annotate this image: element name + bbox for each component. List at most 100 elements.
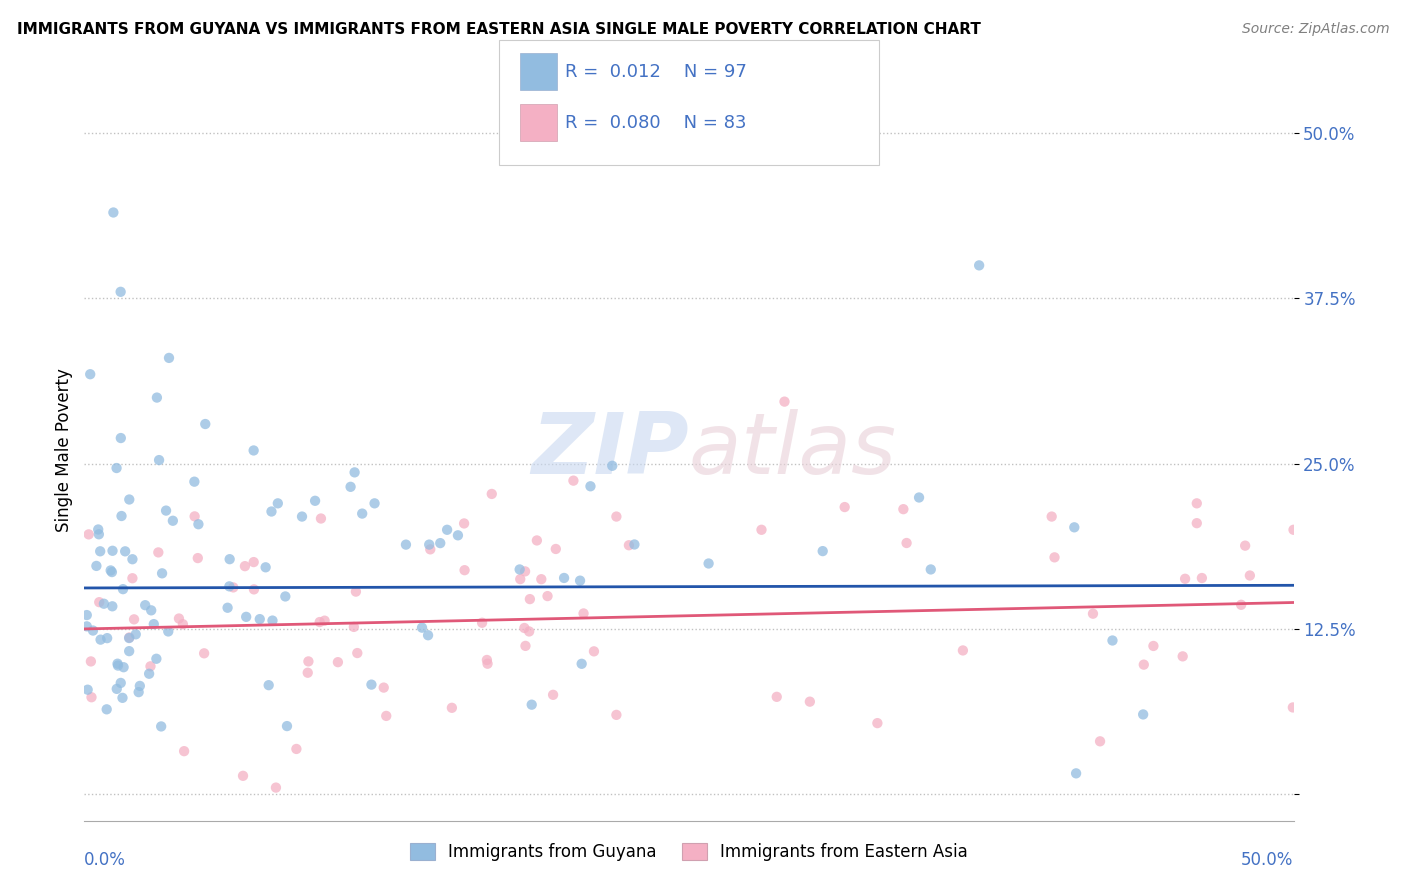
Point xyxy=(249,612,271,626)
Point xyxy=(326,655,349,669)
Point xyxy=(194,417,217,431)
Point xyxy=(79,368,101,382)
Point xyxy=(96,631,118,645)
Point xyxy=(122,612,145,626)
Point xyxy=(866,716,889,731)
Point xyxy=(419,542,441,557)
Point xyxy=(110,676,132,690)
Point xyxy=(110,431,132,445)
Point xyxy=(110,508,132,523)
Point xyxy=(967,259,990,273)
Point xyxy=(128,685,150,699)
Point xyxy=(118,644,141,658)
Text: R =  0.080    N = 83: R = 0.080 N = 83 xyxy=(565,114,747,132)
Point xyxy=(447,528,470,542)
Point xyxy=(125,627,148,641)
Point xyxy=(142,617,165,632)
Point xyxy=(138,666,160,681)
Point xyxy=(183,509,205,524)
Point xyxy=(1142,639,1164,653)
Point xyxy=(363,496,385,510)
Point xyxy=(118,492,141,507)
Point xyxy=(544,541,567,556)
Point xyxy=(309,511,332,525)
Point xyxy=(276,719,298,733)
Point xyxy=(96,702,118,716)
Point xyxy=(600,458,623,473)
Point xyxy=(572,607,595,621)
Point xyxy=(285,742,308,756)
Point xyxy=(148,453,170,467)
Point xyxy=(536,589,558,603)
Point xyxy=(157,624,180,639)
Point xyxy=(146,391,169,405)
Point xyxy=(100,564,122,578)
Point xyxy=(513,565,536,579)
Point xyxy=(134,598,156,612)
Point xyxy=(87,527,110,541)
Point xyxy=(112,660,135,674)
Point xyxy=(110,285,132,299)
Point xyxy=(920,562,942,576)
Point xyxy=(235,610,257,624)
Point xyxy=(173,744,195,758)
Point xyxy=(262,614,284,628)
Point xyxy=(530,572,553,586)
Point xyxy=(233,559,256,574)
Point xyxy=(242,555,264,569)
Point xyxy=(297,654,319,668)
Point xyxy=(86,558,108,573)
Point xyxy=(344,584,367,599)
Point xyxy=(339,480,361,494)
Point xyxy=(121,552,143,566)
Point xyxy=(553,571,575,585)
Point xyxy=(418,538,440,552)
Point xyxy=(76,682,98,697)
Point xyxy=(101,543,124,558)
Text: atlas: atlas xyxy=(689,409,897,492)
Point xyxy=(128,679,150,693)
Point xyxy=(82,624,104,638)
Point xyxy=(121,571,143,585)
Point xyxy=(105,461,128,475)
Point xyxy=(751,523,773,537)
Point xyxy=(105,681,128,696)
Point xyxy=(89,544,111,558)
Point xyxy=(1174,572,1197,586)
Point xyxy=(617,538,640,552)
Point xyxy=(162,514,184,528)
Text: R =  0.012    N = 97: R = 0.012 N = 97 xyxy=(565,62,747,80)
Point xyxy=(471,615,494,630)
Point xyxy=(360,678,382,692)
Point xyxy=(111,582,134,596)
Point xyxy=(1133,657,1156,672)
Point xyxy=(799,695,821,709)
Point xyxy=(569,574,592,588)
Point xyxy=(90,632,112,647)
Point xyxy=(1132,707,1154,722)
Point xyxy=(526,533,548,548)
Point xyxy=(242,443,264,458)
Point xyxy=(107,658,129,673)
Point xyxy=(107,657,129,671)
Point xyxy=(453,563,475,577)
Point xyxy=(87,523,110,537)
Point xyxy=(436,523,458,537)
Point xyxy=(141,603,163,617)
Point xyxy=(187,551,209,566)
Point xyxy=(118,631,141,645)
Y-axis label: Single Male Poverty: Single Male Poverty xyxy=(55,368,73,533)
Point xyxy=(308,615,330,629)
Point xyxy=(477,657,499,671)
Point xyxy=(1043,550,1066,565)
Point xyxy=(93,597,115,611)
Point xyxy=(375,709,398,723)
Point xyxy=(187,517,209,532)
Text: 0.0%: 0.0% xyxy=(84,851,127,869)
Point xyxy=(765,690,787,704)
Point xyxy=(291,509,314,524)
Point xyxy=(193,646,215,660)
Point xyxy=(373,681,395,695)
Point xyxy=(571,657,593,671)
Point xyxy=(101,565,124,579)
